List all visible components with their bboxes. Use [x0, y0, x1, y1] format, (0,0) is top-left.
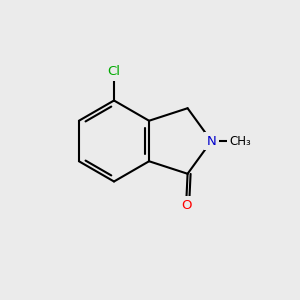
Text: N: N — [206, 134, 216, 148]
Text: Cl: Cl — [107, 65, 121, 79]
Text: O: O — [181, 199, 191, 212]
Text: CH₃: CH₃ — [229, 134, 251, 148]
